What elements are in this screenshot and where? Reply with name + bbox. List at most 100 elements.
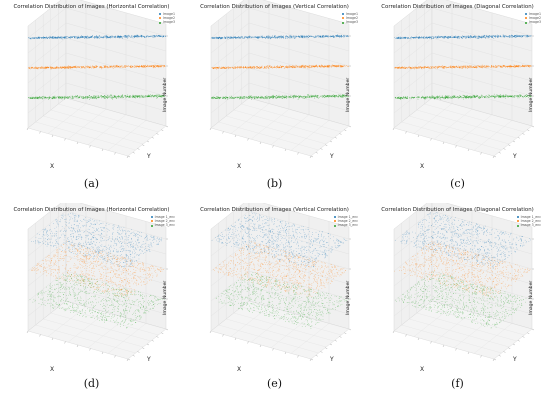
data-point [226,36,228,38]
data-point [269,65,270,67]
data-point [292,66,294,68]
data-point [499,65,500,67]
data-point [44,67,45,69]
data-point [88,96,90,98]
data-point [308,95,309,97]
data-point [271,95,273,97]
data-point [410,38,412,40]
data-point [211,36,213,38]
data-point [143,65,145,66]
data-point [230,66,232,68]
data-point [405,36,406,38]
data-point [438,37,440,38]
data-point [417,37,418,39]
data-point [423,66,425,68]
data-point [254,67,255,69]
x-tick [455,145,457,148]
data-point [246,67,247,69]
data-point [228,67,230,68]
data-point [238,37,240,39]
data-point [39,67,40,69]
data-point [309,95,310,97]
data-point [477,38,478,39]
data-point [41,68,43,69]
data-point [122,96,123,97]
data-point [327,65,329,66]
data-point [472,67,473,68]
data-point [399,37,401,39]
data-point [215,67,216,68]
data-point [95,37,97,39]
data-point [329,94,331,96]
data-point [35,96,36,98]
data-point [330,35,332,37]
data-point [141,35,142,36]
data-point [341,94,343,96]
data-point [68,66,70,67]
data-point [37,68,39,70]
data-point [276,37,278,38]
data-point [63,98,65,99]
data-point [336,36,337,37]
data-point [428,37,429,38]
data-point [215,98,217,99]
data-point [104,95,105,96]
data-point [425,37,426,38]
data-point [266,37,268,39]
data-point [281,66,283,68]
data-point [225,67,227,69]
data-point [70,36,71,38]
data-point [224,98,226,100]
data-point [509,36,510,38]
data-point [259,66,260,68]
data-point [294,67,295,68]
data-point [220,97,221,99]
data-point [42,38,44,39]
data-point [526,36,528,37]
data-point [117,35,119,37]
data-point [91,97,93,99]
data-point [505,66,507,67]
data-point [329,66,330,68]
data-point [459,36,461,37]
data-point [278,97,279,98]
data-point [49,37,50,39]
data-point [286,38,288,39]
data-point [483,34,485,36]
data-point [62,67,64,69]
data-point [147,35,149,37]
data-point [336,66,337,68]
data-point [235,38,236,39]
data-point [252,96,254,97]
data-point [153,66,155,68]
data-point [62,67,64,69]
data-point [251,67,253,68]
data-point [297,66,298,68]
data-point [458,37,460,38]
data-point [90,97,91,98]
data-point [36,37,38,39]
data-point [404,66,406,68]
data-point [227,37,228,38]
data-point [106,66,107,68]
data-point [236,97,238,99]
grid-line [226,115,327,145]
data-point [322,35,323,37]
data-point [217,97,219,98]
data-point [502,34,504,36]
data-point [113,96,114,98]
data-point [327,95,328,97]
data-point [243,97,244,99]
data-point [325,35,327,37]
data-point [266,98,268,100]
data-point [246,96,248,98]
data-point [72,98,73,100]
data-point [89,66,91,68]
data-point [272,96,273,97]
data-point [255,97,257,99]
data-point [497,35,499,37]
data-point [219,97,221,99]
data-point [342,95,343,97]
data-point [77,66,78,68]
data-point [279,37,281,38]
